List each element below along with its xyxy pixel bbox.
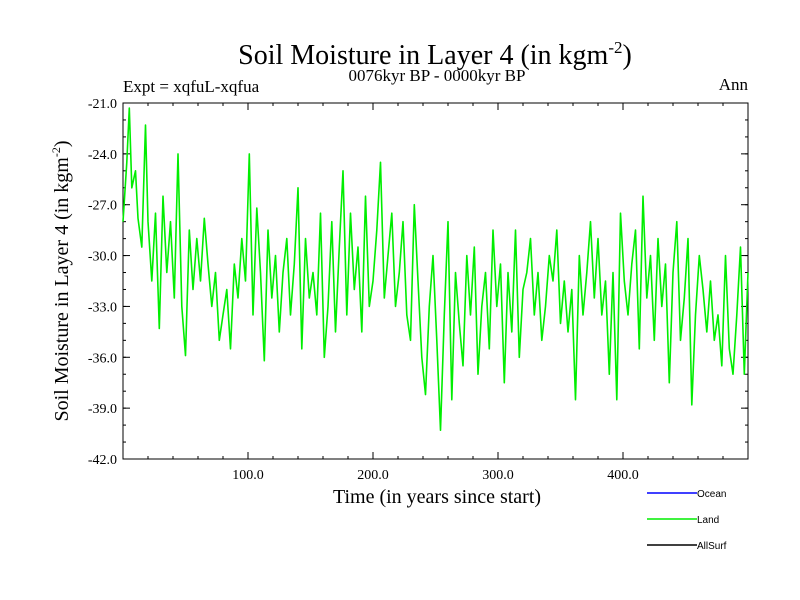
x-axis: 100.0 200.0 300.0 400.0 — [147, 103, 724, 483]
y-tick-label: -36.0 — [88, 351, 117, 366]
y-axis-label-superscript: -2 — [49, 147, 63, 157]
legend-label-allsurf: AllSurf — [697, 541, 727, 552]
x-axis-label: Time (in years since start) — [333, 486, 541, 508]
chart-title-main: Soil Moisture in Layer 4 (in kgm — [238, 40, 608, 71]
x-tick-label: 200.0 — [357, 468, 389, 483]
chart-title-superscript: -2 — [608, 38, 622, 57]
legend-label-land: Land — [697, 515, 719, 526]
y-tick-label: -27.0 — [88, 199, 117, 214]
x-tick-label: 400.0 — [607, 468, 639, 483]
y-axis-label: Soil Moisture in Layer 4 (in kgm-2) — [49, 140, 73, 421]
chart-title: Soil Moisture in Layer 4 (in kgm-2) — [238, 38, 632, 71]
y-tick-label: -24.0 — [88, 148, 117, 163]
series-line-land — [122, 107, 749, 432]
x-tick-label: 100.0 — [232, 468, 264, 483]
subtitle-center: 0076kyr BP - 0000kyr BP — [349, 66, 526, 85]
legend-label-ocean: Ocean — [697, 489, 726, 500]
y-tick-label: -39.0 — [88, 402, 117, 417]
legend: Ocean Land AllSurf — [647, 489, 727, 552]
y-tick-label: -21.0 — [88, 97, 117, 112]
y-tick-label: -30.0 — [88, 250, 117, 265]
y-axis-label-close: ) — [51, 140, 73, 147]
y-axis-label-main: Soil Moisture in Layer 4 (in kgm — [51, 157, 73, 422]
x-tick-label: 300.0 — [482, 468, 514, 483]
subtitle-right: Ann — [719, 75, 749, 94]
chart-title-close: ) — [623, 40, 632, 71]
y-tick-label: -42.0 — [88, 453, 117, 468]
y-tick-label: -33.0 — [88, 300, 117, 315]
subtitle-left: Expt = xqfuL-xqfua — [123, 77, 260, 96]
series-layer — [122, 107, 749, 432]
